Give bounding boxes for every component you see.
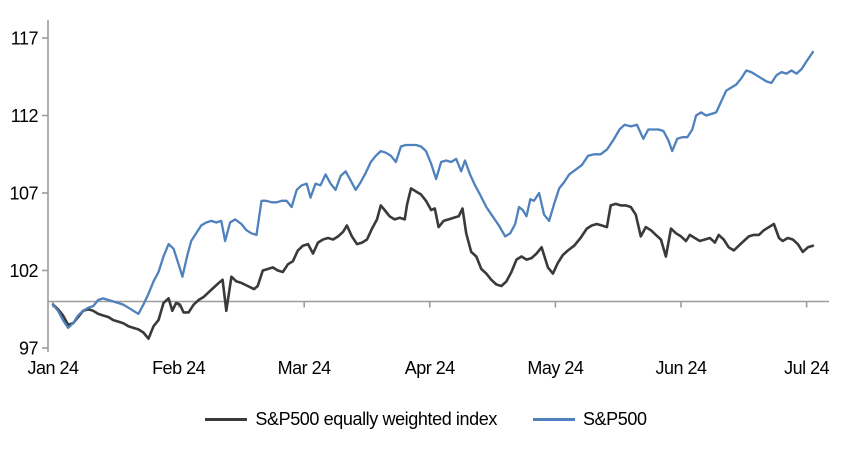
- series-line-sp500: [51, 50, 815, 330]
- y-tick-label: 107: [9, 184, 38, 204]
- series-line-equal-weight: [51, 187, 815, 341]
- x-tick-label: Mar 24: [278, 358, 332, 378]
- legend-entry-sp500: S&P500: [532, 409, 647, 430]
- y-tick-label: 117: [11, 29, 39, 49]
- y-tick-label: 102: [9, 261, 38, 281]
- legend-entry-equal-weight: S&P500 equally weighted index: [205, 409, 497, 430]
- sp500-line-swatch: [532, 418, 575, 421]
- legend-label-equal-weight: S&P500 equally weighted index: [255, 409, 497, 429]
- x-tick-label: Jun 24: [655, 358, 707, 378]
- y-tick-label: 97: [19, 339, 39, 359]
- x-tick-label: Feb 24: [152, 358, 206, 378]
- x-tick-label: Jul 24: [784, 358, 830, 378]
- x-tick-label: Jan 24: [27, 358, 79, 378]
- legend-label-sp500: S&P500: [582, 409, 647, 429]
- x-tick-label: Apr 24: [405, 358, 456, 378]
- equal-weight-line-swatch: [205, 418, 248, 421]
- y-tick-label: 112: [11, 106, 39, 126]
- chart-legend: S&P500 equally weighted index S&P500: [0, 409, 852, 430]
- x-tick-label: May 24: [527, 358, 584, 378]
